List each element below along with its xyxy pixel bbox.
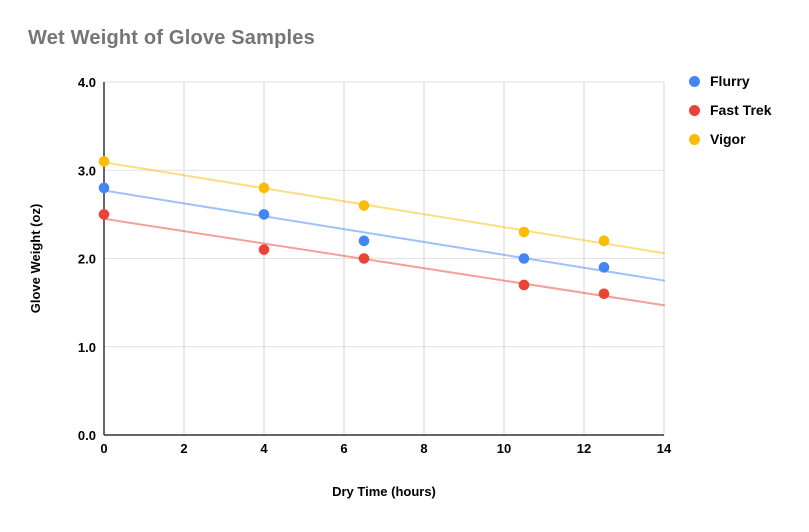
- x-tick-label: 12: [577, 441, 591, 456]
- y-tick-label: 2.0: [78, 252, 96, 267]
- data-point-fast-trek: [518, 279, 530, 291]
- data-point-vigor: [518, 226, 530, 238]
- legend-dot-fast-trek: [689, 104, 700, 116]
- x-axis-title: Dry Time (hours): [332, 484, 436, 499]
- x-tick-label: 0: [100, 441, 107, 456]
- y-tick-label: 1.0: [78, 340, 96, 355]
- y-tick-label: 4.0: [78, 75, 96, 90]
- legend-item-fast-trek: Fast Trek: [689, 102, 771, 118]
- legend-item-flurry: Flurry: [689, 73, 771, 89]
- y-tick-label: 0.0: [78, 428, 96, 443]
- data-point-vigor: [258, 182, 270, 194]
- trendline-vigor: [103, 161, 665, 255]
- legend-label-vigor: Vigor: [710, 131, 746, 147]
- data-point-fast-trek: [598, 288, 610, 300]
- legend-dot-vigor: [689, 133, 700, 145]
- legend-label-flurry: Flurry: [710, 73, 750, 89]
- data-point-flurry: [358, 235, 370, 247]
- legend: Flurry Fast Trek Vigor: [689, 73, 771, 147]
- data-point-fast-trek: [98, 209, 110, 220]
- data-point-vigor: [358, 200, 370, 211]
- y-tick-label: 3.0: [78, 163, 96, 178]
- data-point-vigor: [98, 156, 110, 167]
- trendline-flurry: [103, 189, 665, 282]
- x-tick-label: 8: [420, 441, 427, 456]
- data-point-flurry: [598, 262, 610, 273]
- legend-label-fast-trek: Fast Trek: [710, 102, 772, 118]
- x-tick-label: 10: [497, 441, 511, 456]
- legend-item-vigor: Vigor: [689, 131, 771, 147]
- data-point-flurry: [98, 182, 110, 194]
- x-tick-label: 2: [180, 441, 187, 456]
- y-axis-title: Glove Weight (oz): [28, 204, 43, 314]
- x-tick-label: 4: [260, 441, 268, 456]
- data-point-fast-trek: [358, 253, 370, 264]
- chart-title: Wet Weight of Glove Samples: [28, 27, 315, 49]
- x-tick-label: 14: [657, 441, 672, 456]
- data-point-fast-trek: [258, 244, 270, 255]
- data-point-flurry: [518, 253, 530, 264]
- data-point-vigor: [598, 235, 610, 247]
- x-tick-label: 6: [340, 441, 347, 456]
- data-point-flurry: [258, 209, 270, 220]
- legend-dot-flurry: [689, 75, 700, 87]
- trendline-fast-trek: [103, 217, 665, 307]
